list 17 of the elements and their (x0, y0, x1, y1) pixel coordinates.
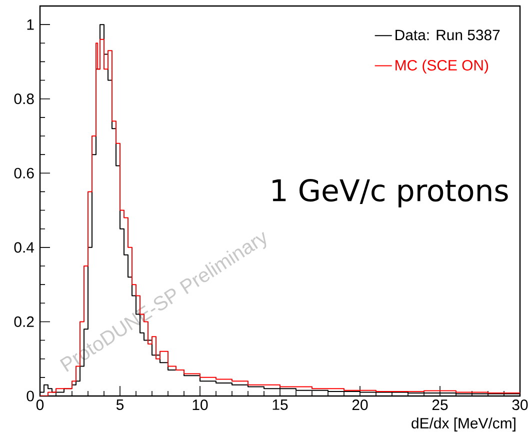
x-tick-label: 25 (432, 400, 448, 410)
x-tick-label: 10 (192, 400, 208, 410)
legend-label: MC (SCE ON) (396, 60, 488, 74)
x-tick-label: 0 (36, 400, 44, 410)
legend-label: Data: Run 5387 (396, 30, 500, 40)
annotation: 1 GeV/c protons (272, 178, 508, 208)
y-tick-label: 1 (27, 19, 34, 30)
y-tick-label: 0.2 (14, 316, 34, 327)
y-tick-label: 0.6 (14, 168, 34, 178)
x-tick-label: 15 (272, 400, 288, 410)
x-tick-label: 30 (512, 400, 528, 410)
y-tick-label: 0.8 (14, 94, 34, 104)
x-tick-label: 20 (352, 400, 368, 410)
y-tick-label: 0 (26, 390, 34, 402)
x-tick-label: 5 (116, 400, 124, 410)
y-tick-label: 0.4 (14, 242, 34, 253)
x-axis-title: dE/dx [MeV/cm] (412, 418, 516, 432)
